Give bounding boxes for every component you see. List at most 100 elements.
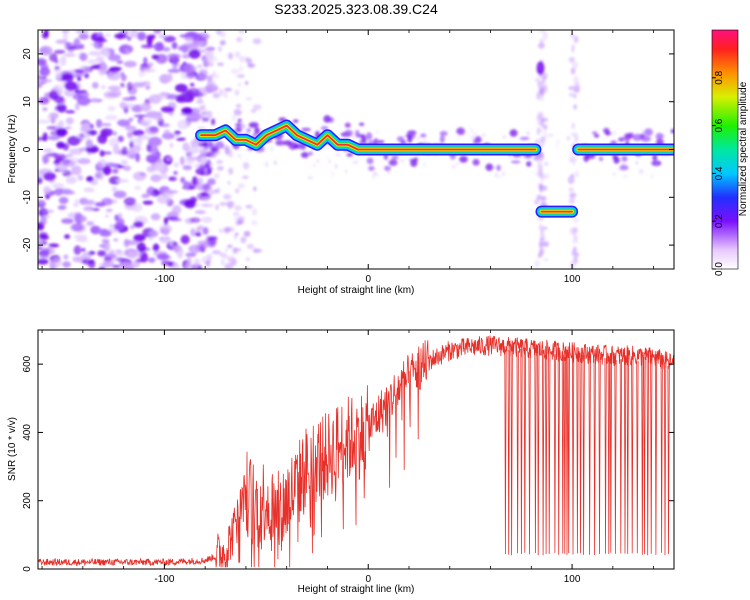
- noise-blob: [224, 263, 233, 269]
- track-core-0: [200, 124, 537, 151]
- noise-blob: [62, 169, 72, 177]
- snr-xtick-label: 0: [365, 574, 371, 585]
- noise-blob: [526, 130, 530, 136]
- signal-fringe-blob: [592, 131, 598, 135]
- noise-blob: [328, 158, 331, 165]
- noise-blob: [251, 208, 258, 216]
- noise-blob: [41, 209, 55, 214]
- noise-blob: [108, 176, 121, 185]
- noise-blob: [53, 154, 67, 160]
- noise-blob: [55, 128, 68, 137]
- noise-blob: [40, 216, 47, 226]
- noise-blob: [116, 60, 124, 64]
- noise-blob: [568, 86, 575, 90]
- noise-blob: [67, 136, 81, 146]
- noise-blob: [199, 225, 204, 230]
- noise-blob: [200, 71, 205, 76]
- noise-blob: [233, 108, 242, 116]
- noise-blob: [219, 88, 224, 97]
- noise-blob: [194, 210, 206, 214]
- noise-blob: [74, 69, 85, 74]
- noise-blob: [233, 248, 242, 252]
- snr-xtick-label: -100: [154, 574, 174, 585]
- noise-blob: [159, 123, 171, 128]
- noise-blob: [422, 161, 426, 168]
- noise-blob: [556, 143, 559, 148]
- signal-fringe-blob: [472, 159, 480, 166]
- noise-blob: [573, 94, 577, 98]
- noise-blob: [641, 129, 646, 135]
- noise-blob: [573, 235, 579, 241]
- noise-blob: [205, 188, 214, 195]
- noise-blob: [573, 163, 576, 167]
- noise-blob: [167, 53, 181, 59]
- noise-blob: [245, 257, 251, 262]
- noise-blob: [611, 130, 617, 136]
- noise-blob: [107, 71, 121, 81]
- noise-blob: [201, 156, 207, 164]
- noise-blob: [156, 194, 170, 204]
- snr-ytick-label: 200: [22, 492, 33, 509]
- signal-fringe-blob: [644, 128, 653, 136]
- signal-fringe-blob: [211, 146, 219, 153]
- signal-fringe-blob: [301, 127, 311, 132]
- spectrogram-ytick-label: 20: [22, 48, 33, 60]
- noise-blob: [122, 263, 134, 269]
- noise-blob: [237, 215, 246, 220]
- noise-blob: [136, 242, 146, 253]
- noise-blob: [216, 166, 224, 171]
- noise-blob: [64, 126, 72, 130]
- noise-blob: [53, 95, 65, 104]
- signal-fringe-blob: [248, 122, 259, 128]
- signal-fringe-blob: [204, 146, 209, 150]
- noise-blob: [176, 137, 186, 141]
- spectrogram-xtick-label: 100: [564, 274, 581, 285]
- noise-blob: [126, 35, 132, 41]
- noise-blob: [451, 165, 456, 169]
- snr-ylabel: SNR (10 * v/v): [7, 417, 18, 481]
- noise-blob: [243, 230, 251, 237]
- signal-fringe-blob: [439, 135, 445, 144]
- noise-blob: [116, 179, 129, 183]
- signal-fringe-blob: [391, 155, 399, 160]
- noise-blob: [175, 83, 188, 93]
- noise-blob: [62, 261, 71, 268]
- signal-fringe-blob: [618, 137, 625, 142]
- noise-blob: [246, 63, 256, 68]
- noise-blob: [74, 212, 82, 222]
- noise-blob: [64, 81, 78, 91]
- noise-blob: [569, 156, 577, 163]
- noise-blob: [568, 92, 575, 98]
- colorbar-label: Normalized spectral amplitude: [738, 81, 749, 216]
- signal-fringe-blob: [344, 122, 351, 128]
- signal-fringe-blob: [361, 134, 367, 143]
- noise-blob: [352, 160, 359, 164]
- noise-blob: [542, 31, 548, 41]
- noise-blob: [215, 204, 219, 211]
- signal-fringe-blob: [485, 163, 494, 171]
- noise-blob: [218, 46, 222, 52]
- noise-blob: [59, 56, 67, 66]
- noise-blob: [107, 105, 116, 112]
- figure-title: S233.2025.323.08.39.C24: [274, 1, 438, 17]
- colorbar-tick-label: 0.4: [714, 166, 725, 180]
- noise-blob: [77, 158, 91, 165]
- noise-blob: [41, 32, 49, 39]
- noise-blob: [167, 73, 173, 82]
- noise-blob: [543, 241, 549, 248]
- colorbar: 0.0 0.2 0.4 0.6 0.8 Normalized spectral ampl…: [711, 29, 749, 276]
- noise-blob: [73, 245, 82, 256]
- noise-blob: [114, 214, 119, 221]
- noise-blob: [102, 260, 115, 268]
- colorbar-tick-label: 0.2: [714, 214, 725, 228]
- signal-fringe-blob: [320, 126, 329, 131]
- noise-blob: [470, 135, 475, 141]
- noise-blob: [40, 63, 49, 70]
- noise-blob: [235, 232, 239, 237]
- noise-blob: [494, 172, 498, 178]
- noise-blob: [115, 257, 125, 262]
- noise-blob: [153, 42, 164, 52]
- noise-blob: [234, 188, 240, 194]
- noise-blob: [54, 66, 60, 70]
